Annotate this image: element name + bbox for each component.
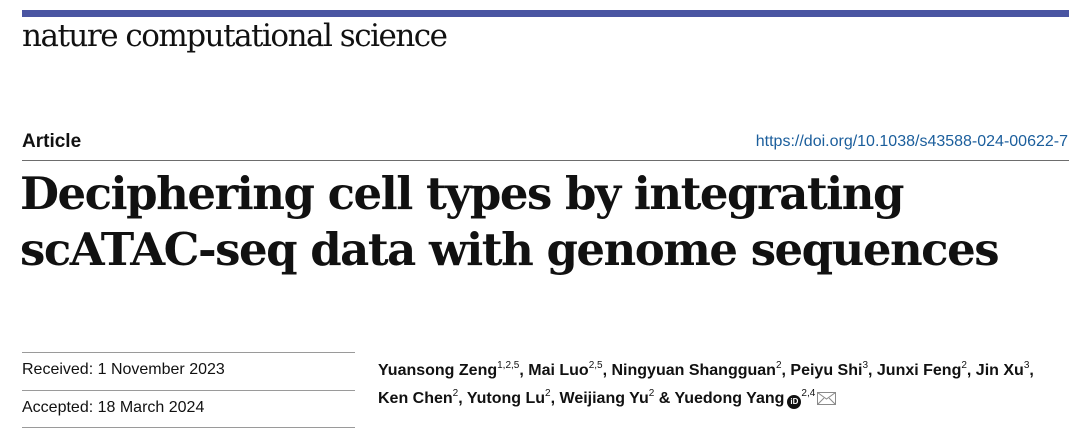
article-title-line-2: scATAC-seq data with genome sequences [20,223,1000,276]
author-name: Mai Luo [528,362,589,379]
author[interactable]: Jin Xu3 [975,360,1030,380]
author-name: Junxi Feng [876,362,962,379]
header-rule [22,160,1069,161]
author-affiliation: 2 [545,388,551,399]
author-separator: , [1029,362,1034,379]
divider [22,427,355,428]
received-date-row: Received: 1 November 2023 [22,352,355,390]
divider [22,352,355,353]
author-separator: , [868,362,877,379]
orcid-icon[interactable]: iD [787,395,802,409]
author-separator: , [519,362,529,379]
author[interactable]: Yutong Lu2 [466,388,551,408]
author[interactable]: Yuedong Yang iD2,4 [674,388,837,409]
author-affiliation: 1,2,5 [497,360,520,371]
author-name: Yuedong Yang [674,390,785,407]
author-separator: , [458,390,467,407]
author-list: Yuansong Zeng1,2,5, Mai Luo2,5, Ningyuan… [378,357,1068,413]
divider [22,390,355,391]
accepted-date: Accepted: 18 March 2024 [22,399,205,416]
author-affiliation: 2 [452,388,459,399]
author-name: Jin Xu [975,362,1024,379]
author-affiliation: 2,5 [588,360,603,371]
author-affiliation: 2,4 [801,388,816,399]
article-title-line-1: Deciphering cell types by integrating [20,167,904,220]
accepted-date-row: Accepted: 18 March 2024 [22,390,355,428]
author-affiliation: 2 [961,360,967,371]
author[interactable]: Mai Luo2,5 [528,360,603,380]
author[interactable]: Weijiang Yu2 [559,388,655,408]
author-name: Peiyu Shi [790,362,863,379]
journal-name: nature computational science [22,18,448,54]
author-affiliation: 3 [1023,360,1030,371]
author[interactable]: Yuansong Zeng1,2,5 [378,360,520,380]
author[interactable]: Ken Chen2 [378,388,459,408]
author[interactable]: Junxi Feng2 [876,360,967,380]
author-affiliation: 2 [648,388,655,399]
received-date: Received: 1 November 2023 [22,361,225,378]
author-affiliation: 2 [775,360,782,371]
author-separator: , [602,362,612,379]
doi-link[interactable]: https://doi.org/10.1038/s43588-024-00622… [755,133,1068,150]
author-name: Yutong Lu [466,390,546,407]
mail-icon[interactable] [817,392,837,405]
author[interactable]: Ningyuan Shangguan2 [611,360,782,380]
author-name: Ken Chen [378,390,453,407]
author-name: Ningyuan Shangguan [611,362,776,379]
dates-block: Received: 1 November 2023 Accepted: 18 M… [22,352,355,428]
article-type: Article [22,131,82,152]
author[interactable]: Peiyu Shi3 [790,360,868,380]
author-separator: , [550,390,560,407]
author-name: Yuansong Zeng [378,362,498,379]
author-name: Weijiang Yu [559,390,649,407]
author-affiliation: 3 [862,360,868,371]
author-separator: , [781,362,791,379]
journal-accent-bar [22,10,1069,17]
author-separator: , [966,362,976,379]
author-separator: & [654,390,675,407]
article-title: Deciphering cell types by integrating sc… [20,166,1060,278]
